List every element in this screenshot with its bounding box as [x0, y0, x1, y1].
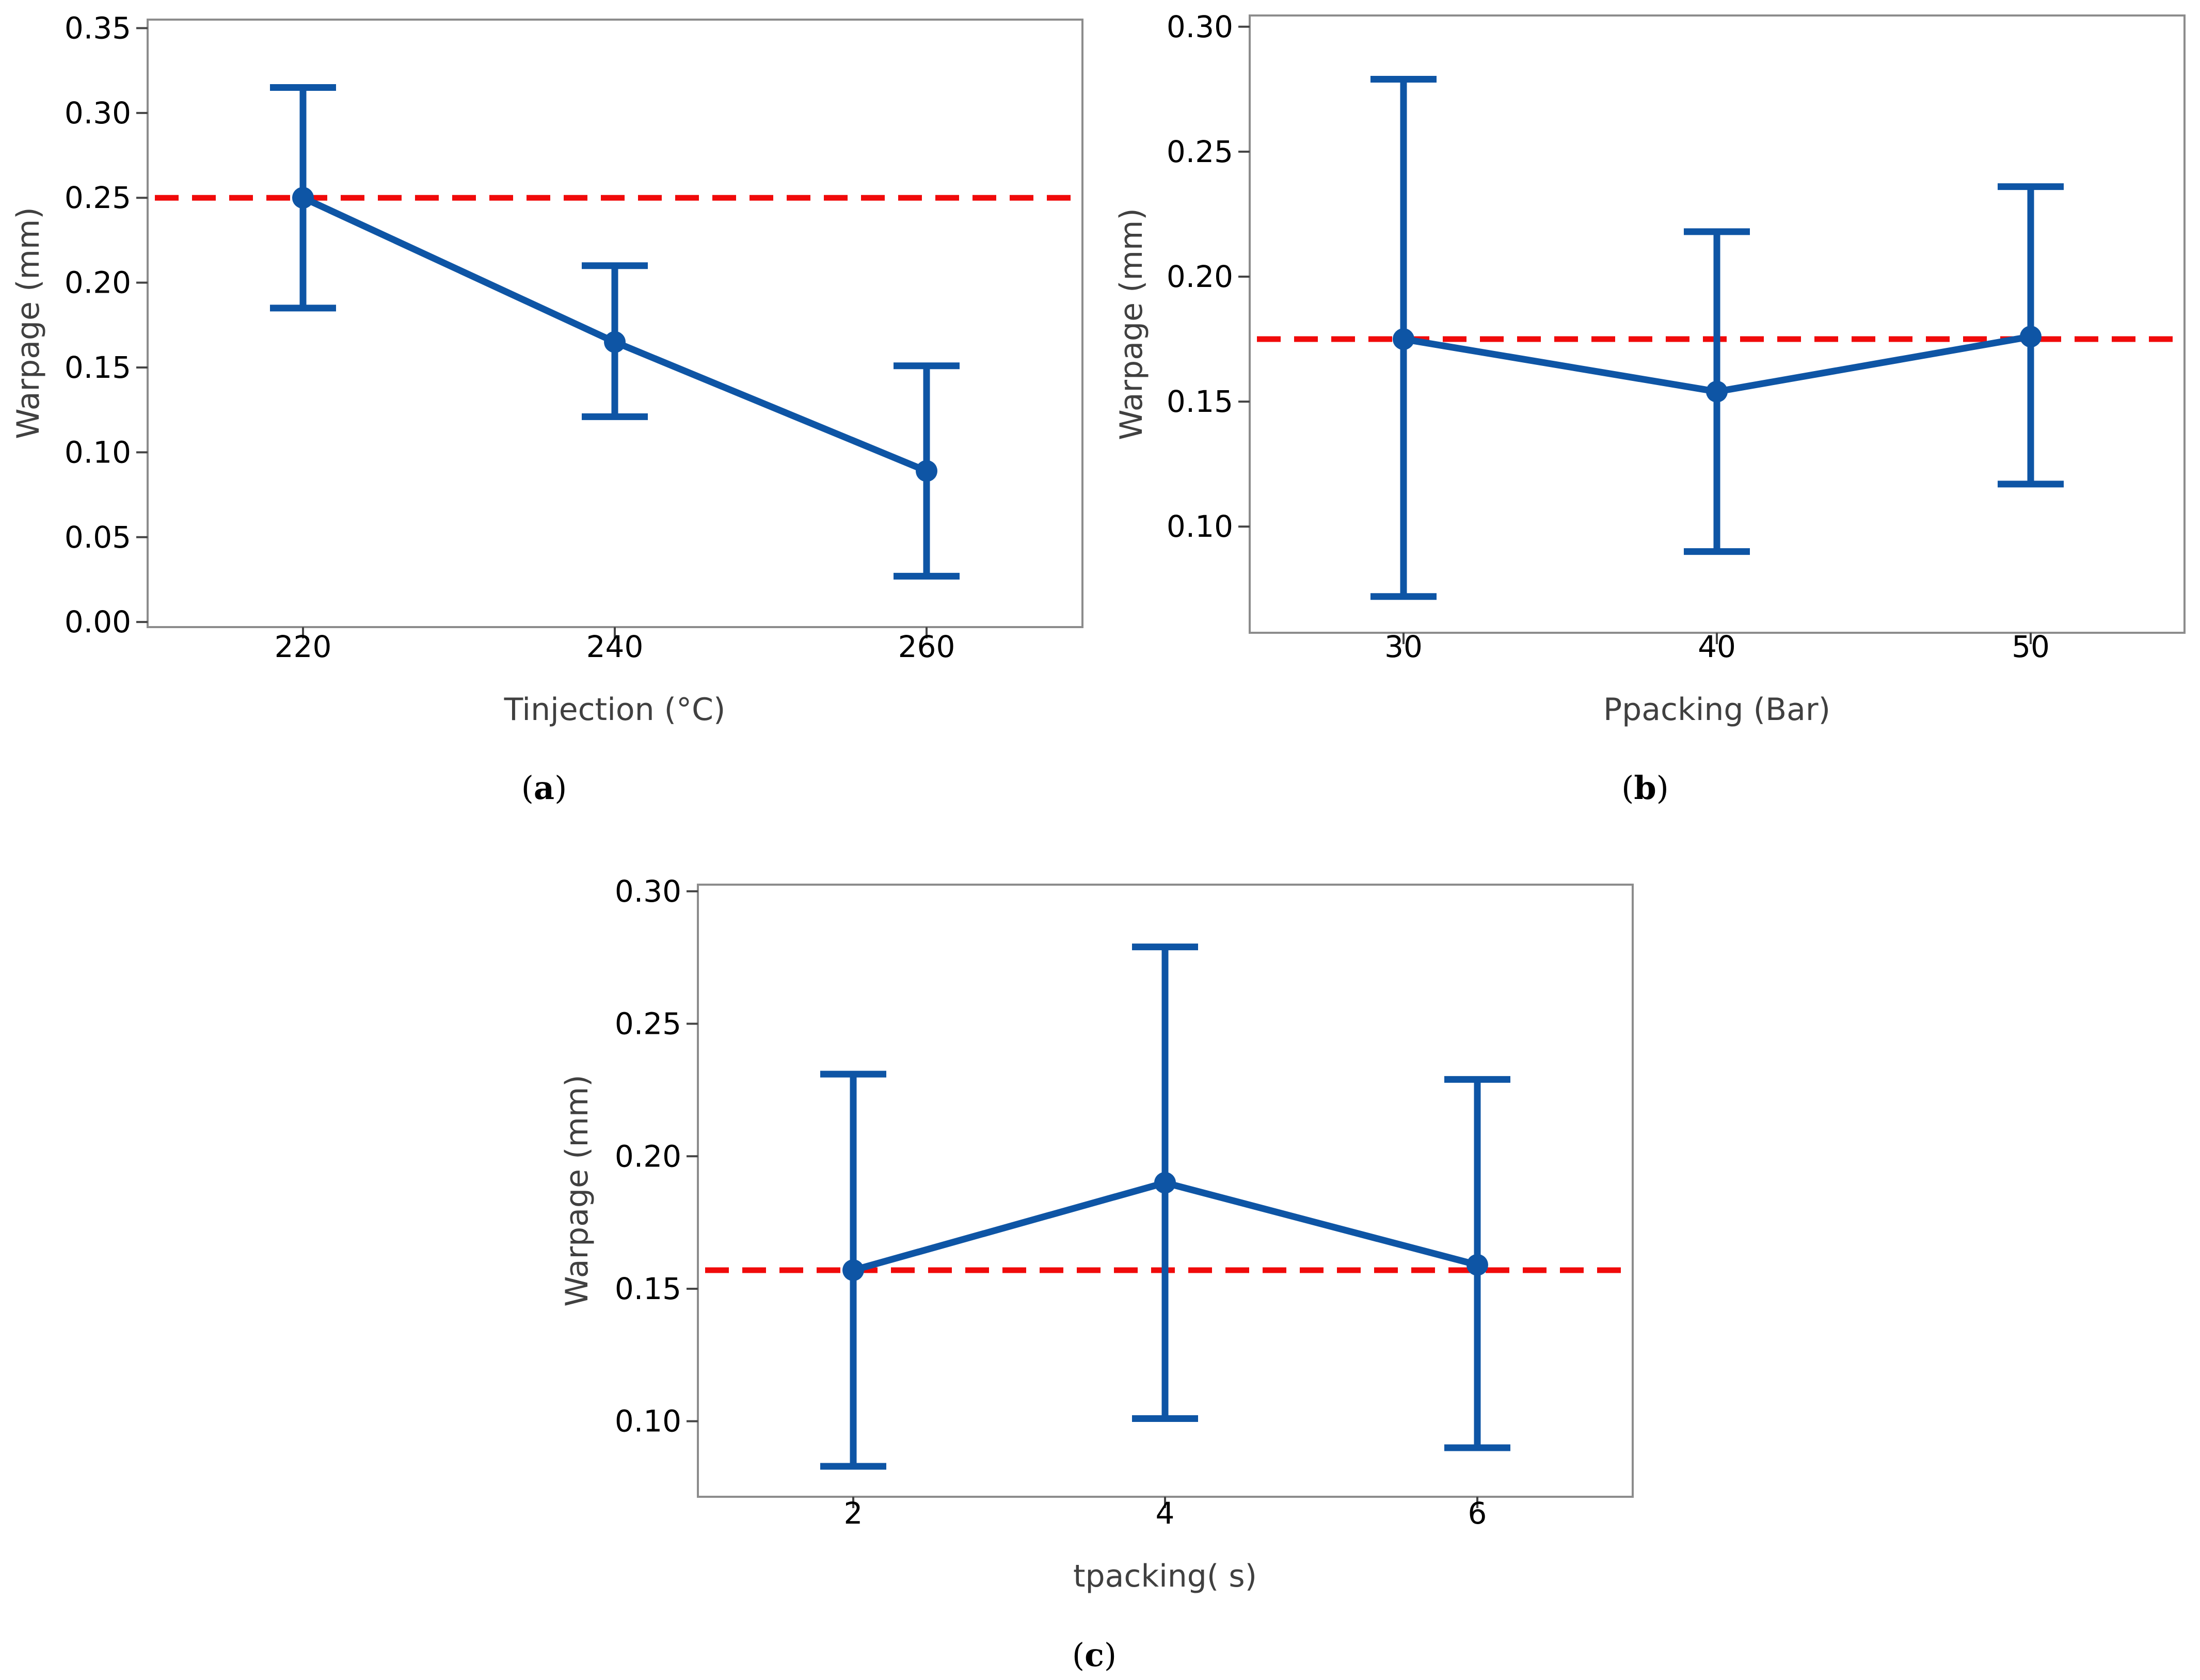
panel-label-letter-b: b — [1634, 769, 1656, 807]
x-tick-label-c: 2 — [844, 1496, 863, 1531]
y-tick-label-c: 0.30 — [615, 874, 681, 909]
y-tick-label-a: 0.10 — [65, 435, 131, 470]
data-point-b — [1393, 328, 1414, 350]
y-axis-title-b: Warpage (mm) — [1113, 208, 1150, 440]
y-tick-label-a: 0.25 — [65, 180, 131, 215]
x-tick-label-c: 6 — [1468, 1496, 1487, 1531]
data-point-b — [1706, 380, 1728, 403]
x-tick-label-a: 220 — [275, 629, 332, 664]
data-point-c — [842, 1259, 864, 1282]
x-axis-title-a: Tinjection (°C) — [504, 692, 726, 728]
chart-panel-a: Warpage (mm) Tinjection (°C) (a) 0.00 0.0… — [10, 10, 1083, 807]
chart-panel-b: Warpage (mm) Ppacking (Bar) (b) 0.10 0.15… — [1113, 9, 2186, 807]
y-tick-label-a: 0.05 — [65, 520, 131, 555]
panel-label-a: (a) — [521, 769, 567, 807]
y-axis-title-c: Warpage (mm) — [559, 1075, 595, 1307]
y-tick-label-a: 0.00 — [65, 604, 131, 639]
y-tick-label-b: 0.25 — [1167, 134, 1233, 169]
panel-label-letter-c: c — [1085, 1636, 1104, 1674]
panel-label-c: (c) — [1072, 1636, 1117, 1674]
y-tick-label-b: 0.10 — [1167, 509, 1233, 544]
x-tick-label-c: 4 — [1156, 1496, 1175, 1531]
x-tick-label-b: 30 — [1384, 629, 1423, 664]
y-axis-title-a: Warpage (mm) — [10, 207, 46, 439]
y-tick-label-c: 0.25 — [615, 1006, 681, 1042]
panel-label-b: (b) — [1621, 769, 1669, 807]
x-axis-title-c: tpacking( s) — [1073, 1558, 1257, 1594]
y-tick-label-b: 0.20 — [1167, 259, 1233, 294]
y-tick-label-a: 0.35 — [65, 10, 131, 45]
data-point-c — [1466, 1254, 1488, 1276]
x-tick-label-a: 260 — [898, 629, 955, 664]
data-point-c — [1154, 1172, 1176, 1194]
data-point-a — [916, 460, 937, 482]
x-tick-label-b: 50 — [2012, 629, 2050, 664]
y-tick-label-c: 0.15 — [615, 1271, 681, 1306]
y-tick-label-c: 0.20 — [615, 1139, 681, 1174]
y-tick-label-a: 0.15 — [65, 350, 131, 385]
chart-panel-c: Warpage (mm) tpacking( s) (c) 0.10 0.15 0.… — [559, 874, 1634, 1674]
data-point-b — [2020, 326, 2042, 348]
data-point-a — [604, 331, 626, 353]
x-tick-label-a: 240 — [586, 629, 644, 664]
y-tick-label-a: 0.20 — [65, 265, 131, 300]
x-axis-title-b: Ppacking (Bar) — [1603, 692, 1830, 728]
panel-label-letter-a: a — [534, 769, 554, 807]
y-tick-label-c: 0.10 — [615, 1404, 681, 1439]
data-point-a — [292, 187, 314, 209]
y-tick-label-a: 0.30 — [65, 95, 131, 131]
y-tick-label-b: 0.15 — [1167, 384, 1233, 419]
x-tick-label-b: 40 — [1698, 629, 1736, 664]
y-tick-label-b: 0.30 — [1167, 9, 1233, 44]
